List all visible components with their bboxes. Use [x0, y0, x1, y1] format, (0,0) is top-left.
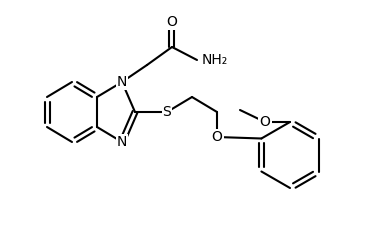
Text: N: N — [117, 75, 127, 89]
Text: O: O — [260, 115, 271, 129]
Text: O: O — [211, 130, 222, 144]
Text: O: O — [166, 15, 177, 29]
Text: NH₂: NH₂ — [202, 53, 228, 67]
Text: N: N — [117, 135, 127, 149]
Text: S: S — [163, 105, 171, 119]
